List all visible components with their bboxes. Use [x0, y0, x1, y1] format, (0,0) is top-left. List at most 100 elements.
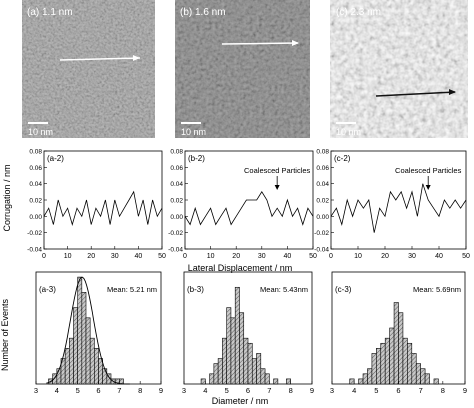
x-tick-label: 20: [381, 253, 389, 260]
histogram-bar: [402, 337, 408, 385]
mean-annotation: Mean: 5.69nm: [413, 285, 461, 294]
histogram-bar: [200, 378, 206, 385]
histogram-bar: [102, 368, 108, 385]
histogram-bar: [64, 348, 70, 385]
x-tick-label: 6: [396, 386, 400, 395]
panel-label: (c-2): [334, 154, 351, 163]
x-tick-label: 40: [284, 253, 292, 260]
y-tick-label: -0.02: [314, 230, 329, 237]
histogram-bar: [94, 348, 99, 385]
x-tick-label: 4: [203, 386, 207, 395]
x-tick-label: 5: [374, 386, 378, 395]
x-tick-label: 4: [352, 386, 356, 395]
panel-label: (c-3): [335, 285, 352, 294]
stm-image-c: (c) 2.3 nm 10 nm: [330, 0, 468, 138]
histogram-bar: [407, 342, 413, 385]
histogram-bar: [77, 276, 83, 385]
histogram-bar: [243, 337, 249, 385]
y-tick-label: 0.06: [316, 165, 329, 172]
histogram-bar: [217, 358, 223, 385]
coalesced-particles-annotation: Coalesced Particles: [244, 166, 311, 175]
x-tick-label: 20: [87, 253, 95, 260]
histogram-bar: [384, 337, 390, 385]
x-tick-label: 8: [138, 386, 142, 395]
mean-annotation: Mean: 5.43nm: [260, 285, 308, 294]
y-tick-label: 0.08: [29, 149, 42, 156]
histogram-bar: [230, 317, 236, 385]
histogram-1: 3 4 5 6 7 8 9 (b-3) Mean: 5.43nm: [182, 271, 314, 395]
histogram-bar: [433, 378, 439, 385]
histogram-bar: [234, 286, 240, 385]
profile-plot-2: -0.04 -0.02 0.00 0.02 0.04 0.06 0.08 0 10 20 30 40 5…: [314, 149, 470, 261]
x-tick-label: 7: [267, 386, 271, 395]
scan-arrow-b: [221, 42, 299, 45]
x-tick-label: 9: [463, 386, 467, 395]
histogram-bar: [371, 353, 377, 385]
x-tick-label: 7: [117, 386, 121, 395]
y-tick-label: 0.08: [170, 149, 183, 156]
x-tick-label: 7: [419, 386, 423, 395]
scale-bar-label-b: 10 nm: [181, 127, 206, 137]
x-tick-label: 10: [64, 253, 72, 260]
histogram-bar: [226, 307, 232, 385]
y-tick-label: -0.04: [314, 247, 329, 254]
x-tick-label: 40: [435, 253, 443, 260]
x-tick-label: 9: [310, 386, 314, 395]
y-tick-label: 0.08: [316, 149, 329, 156]
histogram-bar: [376, 348, 382, 385]
mean-annotation: Mean: 5.21 nm: [107, 285, 157, 294]
x-tick-label: 0: [42, 253, 46, 260]
stm-image-b: (b) 1.6 nm 10 nm: [175, 0, 310, 138]
histogram-bar: [260, 368, 266, 385]
x-tick-label: 30: [111, 253, 119, 260]
x-tick-label: 5: [225, 386, 229, 395]
histogram-bar: [256, 353, 262, 385]
histogram-bar: [424, 373, 430, 385]
histogram-bar: [420, 368, 426, 385]
y-tick-label: 0.00: [29, 214, 42, 221]
histogram-bar: [73, 307, 78, 385]
scan-arrow-a: [59, 57, 141, 61]
histogram-bar: [81, 292, 87, 385]
y-tick-label: 0.02: [29, 198, 42, 205]
histogram-bar: [239, 312, 245, 385]
stm-label-b: (b) 1.6 nm: [180, 7, 226, 18]
annotation-arrowhead: [425, 185, 431, 190]
annotation-arrowhead: [274, 185, 280, 190]
x-tick-label: 4: [55, 386, 59, 395]
x-tick-label: 3: [330, 386, 334, 395]
x-tick-label: 6: [246, 386, 250, 395]
histogram-bar: [411, 353, 417, 385]
histogram-bar: [398, 312, 404, 385]
histogram-bar: [380, 342, 386, 385]
scale-bar-label-c: 10 nm: [336, 127, 361, 137]
corrugation-axis-title: Corrugation / nm: [2, 164, 12, 231]
histogram-bar: [362, 373, 368, 385]
profile-plot-1: -0.04 -0.02 0.00 0.02 0.04 0.06 0.08 0 10 20 30 40 5…: [168, 149, 317, 261]
gaussian-fit-curve: [46, 276, 130, 385]
histogram-bar: [358, 378, 364, 385]
histogram-bar: [213, 363, 219, 385]
x-tick-label: 50: [309, 253, 317, 260]
x-tick-label: 3: [34, 386, 38, 395]
profile-plot-0: -0.04 -0.02 0.00 0.02 0.04 0.06 0.08 0 10 20 30 40 5…: [27, 149, 166, 261]
scale-bar-label-a: 10 nm: [28, 127, 53, 137]
x-tick-label: 40: [135, 253, 143, 260]
panel-label: (b-2): [188, 154, 205, 163]
x-tick-label: 0: [329, 253, 333, 260]
x-tick-label: 9: [159, 386, 163, 395]
y-tick-label: 0.04: [170, 181, 183, 188]
histogram-bar: [247, 342, 253, 385]
x-tick-label: 50: [462, 253, 470, 260]
histogram-bar: [264, 373, 270, 385]
diameter-axis-title: Diameter / nm: [212, 396, 269, 406]
x-tick-label: 0: [183, 253, 187, 260]
panel-label: (b-3): [187, 285, 204, 294]
histogram-bar: [367, 368, 373, 385]
histogram-bar: [251, 358, 257, 385]
y-tick-label: -0.04: [27, 247, 42, 254]
histogram-bar: [209, 373, 215, 385]
scan-arrow-c: [375, 91, 456, 97]
y-tick-label: 0.00: [170, 214, 183, 221]
